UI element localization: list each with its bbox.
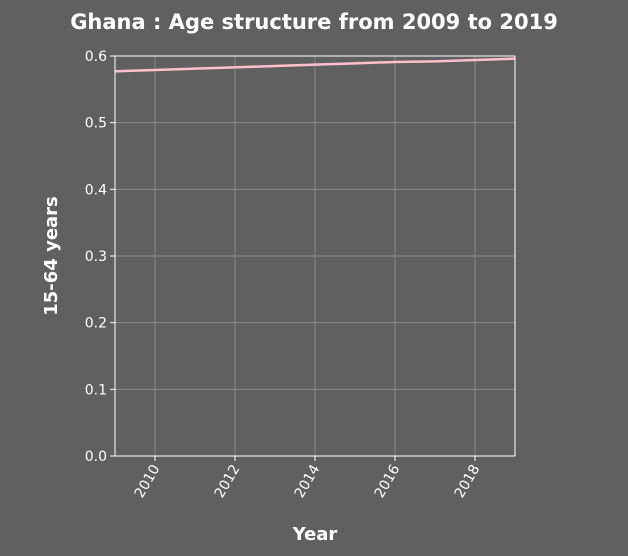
chart-title: Ghana : Age structure from 2009 to 2019 — [70, 10, 558, 34]
x-tick-label: 2012 — [212, 462, 244, 501]
x-axis-ticks: 2010 2012 2014 2016 2018 — [132, 456, 484, 501]
y-tick-label: 0.6 — [85, 49, 107, 65]
x-tick-label: 2014 — [292, 462, 324, 501]
x-tick-label: 2016 — [372, 462, 404, 501]
x-tick-label: 2018 — [452, 462, 484, 501]
y-tick-label: 0.0 — [85, 449, 107, 465]
series — [114, 57, 516, 73]
grid — [115, 55, 515, 457]
y-tick-label: 0.1 — [85, 382, 107, 398]
x-tick-label: 2010 — [132, 462, 164, 501]
y-axis-label: 15-64 years — [41, 196, 62, 316]
y-tick-label: 0.5 — [85, 116, 107, 132]
y-tick-label: 0.4 — [85, 182, 107, 198]
y-tick-label: 0.2 — [85, 316, 107, 332]
series-line — [114, 57, 516, 73]
plot-frame — [114, 55, 516, 457]
x-axis-label: Year — [292, 524, 338, 545]
y-tick-label: 0.3 — [85, 249, 107, 265]
y-axis-ticks: 0.0 0.1 0.2 0.3 0.4 0.5 0.6 — [85, 49, 115, 465]
